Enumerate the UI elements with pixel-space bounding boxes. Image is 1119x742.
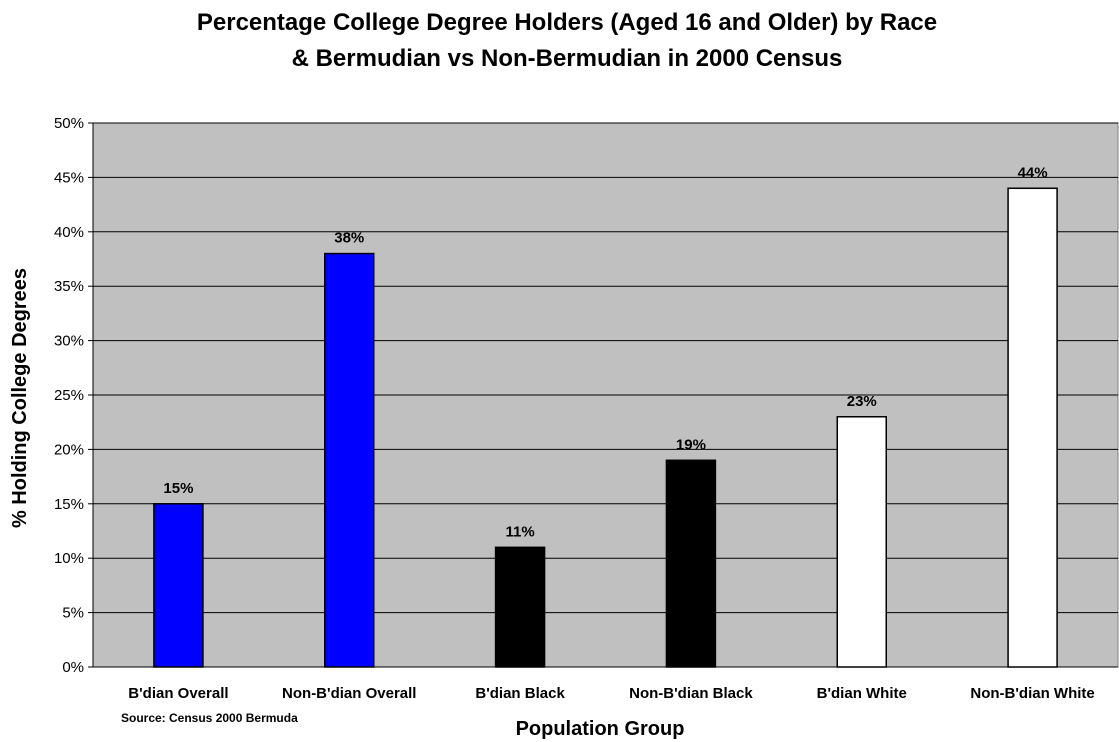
bars	[153, 187, 1058, 668]
y-tick-label: 5%	[62, 605, 84, 622]
bar	[1007, 187, 1058, 668]
bar	[153, 503, 204, 668]
category-labels: B'dian Overall Non-B'dian Overall B'dian B…	[128, 685, 1095, 702]
bar	[836, 416, 887, 668]
y-tick-label: 25%	[54, 387, 84, 404]
bar	[494, 546, 546, 668]
data-label: 44%	[1018, 164, 1048, 181]
y-tick-label: 35%	[54, 278, 84, 295]
data-label: 38%	[334, 230, 364, 247]
bar	[665, 459, 717, 668]
y-tick-label: 15%	[54, 496, 84, 513]
category-label: B'dian Overall	[128, 685, 228, 702]
source-note: Source: Census 2000 Bermuda	[121, 711, 298, 725]
y-tick-label: 0%	[62, 659, 84, 676]
y-tick-label: 45%	[54, 169, 84, 186]
y-tick-label: 40%	[54, 224, 84, 241]
x-axis-title: Population Group	[516, 718, 685, 740]
category-label: B'dian Black	[475, 685, 565, 702]
y-tick-label: 10%	[54, 550, 84, 567]
category-label: Non-B'dian Black	[629, 685, 753, 702]
data-label: 15%	[163, 480, 193, 497]
data-labels: 15% 38% 11% 19% 23% 44%	[163, 164, 1047, 540]
category-label: Non-B'dian Overall	[282, 685, 416, 702]
chart-title-line1: Percentage College Degree Holders (Aged …	[197, 9, 937, 36]
bar	[324, 252, 375, 668]
y-axis-title: % Holding College Degrees	[9, 268, 31, 528]
data-label: 11%	[505, 523, 534, 540]
data-label: 23%	[847, 393, 877, 410]
category-label: Non-B'dian White	[970, 685, 1094, 702]
chart-title-line2: & Bermudian vs Non-Bermudian in 2000 Cen…	[292, 45, 843, 72]
category-label: B'dian White	[817, 685, 907, 702]
data-label: 19%	[676, 436, 706, 453]
y-tick-label: 30%	[54, 333, 84, 350]
gridlines	[93, 122, 1118, 614]
y-tick-label: 50%	[54, 115, 84, 132]
y-axis-ticks: 0% 5% 10% 15% 20% 25% 30% 35% 40% 45% 50%	[54, 115, 93, 676]
y-tick-label: 20%	[54, 441, 84, 458]
